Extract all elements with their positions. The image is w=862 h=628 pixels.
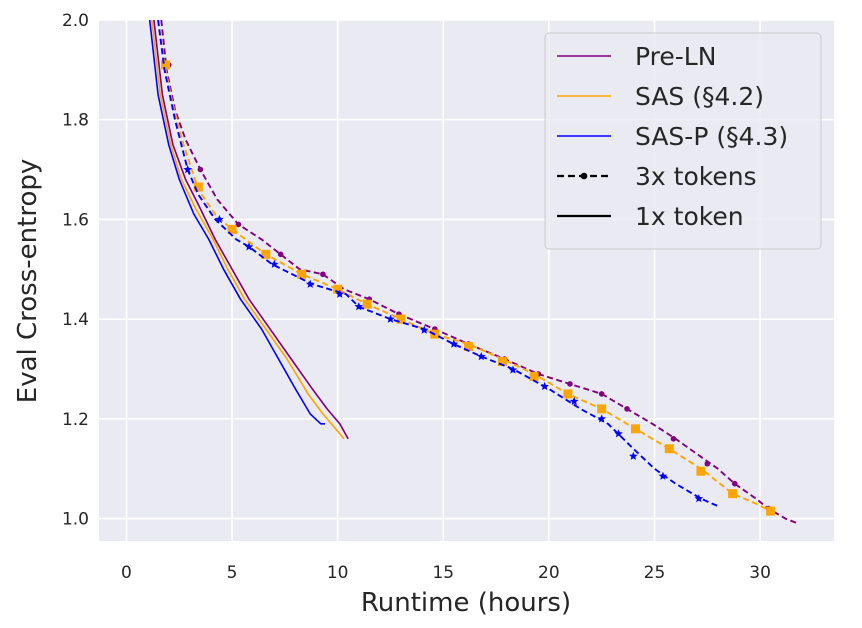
x-tick-label: 5 [227, 563, 238, 583]
data-point [508, 365, 518, 374]
data-point [696, 466, 706, 476]
watermark: DeepHub IMBA [648, 579, 824, 603]
data-point [261, 249, 271, 259]
data-point [277, 251, 284, 258]
data-point [297, 269, 307, 279]
x-tick-label: 0 [121, 563, 132, 583]
data-point [362, 299, 372, 309]
x-tick-label: 30 [749, 563, 771, 583]
data-point [597, 414, 606, 423]
y-tick-label: 1.6 [62, 210, 89, 230]
data-point [193, 182, 203, 192]
y-tick-label: 2.0 [62, 11, 89, 31]
data-point [731, 480, 738, 487]
legend-label: 3x tokens [635, 162, 757, 191]
data-point [658, 471, 668, 480]
data-point [386, 314, 395, 323]
data-point [540, 381, 549, 391]
x-axis-title: Runtime (hours) [361, 588, 571, 618]
data-point [766, 506, 776, 516]
data-point [694, 494, 704, 503]
data-point [477, 352, 486, 361]
y-tick-label: 1.8 [62, 111, 89, 131]
series-4 [151, 20, 345, 440]
data-point [396, 314, 406, 324]
y-tick-label: 1.0 [62, 510, 89, 530]
legend-box [544, 32, 822, 250]
data-point [335, 289, 345, 298]
data-point [333, 284, 343, 294]
data-point [449, 339, 459, 348]
series-layer [148, 20, 799, 525]
legend-entry: Pre-LN [557, 42, 716, 71]
y-tick-label: 1.4 [62, 310, 89, 330]
x-tick-label: 20 [538, 563, 560, 583]
data-point [529, 371, 539, 381]
y-tick-label: 1.2 [62, 410, 89, 430]
data-point [183, 165, 192, 174]
data-point [624, 406, 630, 412]
series-5 [148, 20, 325, 425]
data-point [227, 224, 237, 234]
legend-label: SAS (§4.2) [635, 82, 764, 111]
series-3 [153, 20, 349, 440]
legend-entry: SAS (§4.2) [557, 82, 764, 111]
data-point [670, 435, 677, 442]
x-tick-label: 15 [432, 563, 454, 583]
data-point [320, 271, 326, 278]
legend-label: 1x token [635, 202, 744, 231]
data-point [598, 391, 605, 397]
legend-label: SAS-P (§4.3) [635, 122, 788, 151]
series-line-4 [151, 20, 345, 440]
data-point [305, 279, 315, 288]
x-tick-label: 10 [327, 563, 349, 583]
data-point [161, 60, 171, 70]
data-point [629, 451, 638, 460]
series-line-3 [153, 20, 349, 440]
data-point [215, 214, 224, 224]
data-point [270, 259, 279, 268]
series-line-0 [160, 20, 799, 525]
data-point [614, 429, 623, 438]
tick-labels: 0 5 10 15 20 25 30 1.0 1.2 1.4 1.6 1.8 2.0 [62, 11, 771, 583]
data-point [563, 389, 573, 399]
wechat-icon [648, 579, 679, 603]
legend: Pre-LN SAS (§4.2) SAS-P (§4.3) 3x tokens 1x … [544, 32, 822, 250]
data-point [235, 221, 242, 228]
x-tick-label: 25 [644, 563, 666, 583]
data-point [704, 460, 711, 467]
data-point [597, 404, 607, 414]
legend-marker [580, 172, 588, 180]
data-point [569, 396, 579, 405]
data-point [728, 489, 738, 499]
data-point [630, 424, 640, 434]
legend-entry: 1x token [557, 202, 744, 231]
legend-label: Pre-LN [635, 42, 716, 71]
data-point [197, 166, 204, 173]
data-point [420, 325, 429, 334]
watermark-text: DeepHub IMBA [688, 580, 824, 601]
legend-entry: SAS-P (§4.3) [557, 122, 788, 151]
data-point [354, 302, 364, 311]
y-axis-title: Eval Cross-entropy [13, 159, 43, 403]
data-point [664, 444, 674, 454]
series-line-5 [148, 20, 325, 425]
legend-entry: 3x tokens [557, 162, 757, 191]
series-0 [160, 20, 799, 525]
data-point [244, 242, 254, 251]
data-point [567, 381, 573, 387]
data-point [497, 357, 507, 367]
series-2 [157, 20, 719, 507]
data-point [464, 342, 474, 352]
